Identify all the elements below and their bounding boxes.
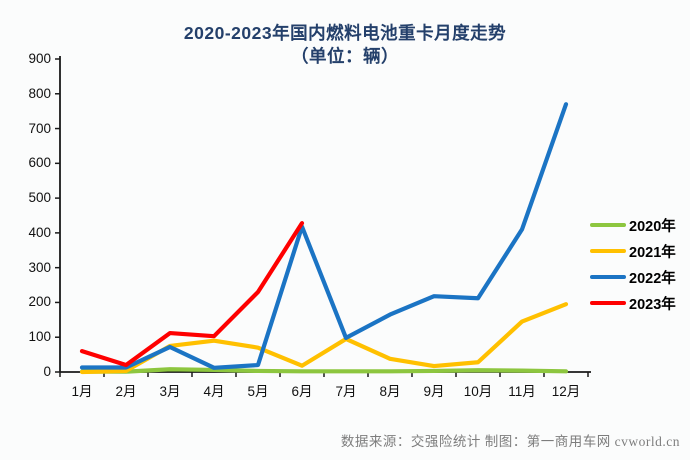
series-line-2020年 [79,367,569,374]
y-tick-label: 0 [43,364,51,379]
chart-title: 2020-2023年国内燃料电池重卡月度走势 （单位：辆） [0,22,690,68]
x-tick-label: 7月 [335,384,357,399]
y-tick-label: 700 [28,120,51,136]
y-tick-label: 100 [28,329,51,345]
chart-title-line1: 2020-2023年国内燃料电池重卡月度走势 [183,23,507,43]
x-tick-label: 11月 [508,384,536,399]
y-tick-label: 800 [28,85,51,101]
x-tick-label: 2月 [115,384,137,399]
y-tick-label: 500 [28,190,51,206]
legend-item-2020年: 2020年 [590,212,690,238]
legend-label: 2022年 [629,270,676,287]
x-tick-label: 10月 [463,384,493,399]
x-tick-label: 8月 [379,384,401,399]
legend-swatch-icon [590,222,626,228]
y-tick-label: 400 [28,224,51,240]
x-tick-label: 3月 [159,384,181,399]
x-tick-label: 1月 [71,384,93,399]
legend-swatch-icon [590,300,626,306]
x-tick-label: 5月 [247,384,269,399]
series-line-2022年 [79,102,569,370]
source-attribution: 数据来源：交强险统计 制图：第一商用车网 cvworld.cn [340,434,680,449]
x-tick-label: 12月 [551,384,581,399]
y-tick-label: 300 [28,259,51,275]
y-tick-label: 900 [28,51,51,66]
legend-item-2021年: 2021年 [590,238,690,264]
chart-legend: 2020年 2021年 2022年 2023年 [590,212,690,316]
legend-label: 2023年 [629,296,676,313]
legend-label: 2021年 [629,244,676,261]
x-tick-label: 6月 [291,384,313,399]
series-line-2021年 [79,302,569,375]
x-tick-label: 9月 [423,384,445,399]
y-tick-label: 200 [28,294,51,310]
legend-item-2022年: 2022年 [590,264,690,290]
series-line-2023年 [79,221,305,368]
legend-swatch-icon [590,248,626,254]
legend-swatch-icon [590,274,626,280]
chart-title-line2: （单位：辆） [291,46,399,66]
y-tick-label: 600 [28,155,51,171]
legend-item-2023年: 2023年 [590,290,690,316]
x-tick-label: 4月 [203,384,225,399]
legend-label: 2020年 [629,218,676,235]
